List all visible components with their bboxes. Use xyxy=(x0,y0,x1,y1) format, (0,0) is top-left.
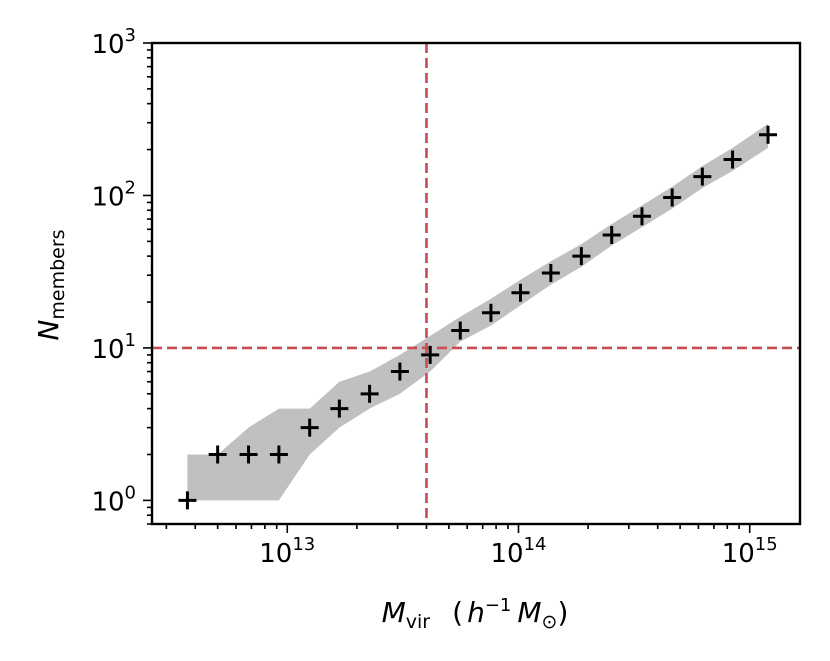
x-tick-label: 1015 xyxy=(722,534,778,569)
plus-marker xyxy=(300,418,319,437)
plus-marker xyxy=(632,207,651,226)
y-tick-label: 103 xyxy=(91,25,136,60)
plus-marker xyxy=(421,345,440,364)
scatter-band xyxy=(187,123,768,501)
plus-marker xyxy=(330,399,349,418)
y-tick-label: 102 xyxy=(91,177,136,212)
plus-marker xyxy=(759,125,778,144)
plus-marker xyxy=(511,283,530,302)
plus-marker xyxy=(208,445,227,464)
plus-marker xyxy=(693,167,712,186)
y-tick-label: 100 xyxy=(91,482,136,517)
plus-marker xyxy=(269,445,288,464)
plus-marker xyxy=(390,362,409,381)
plus-marker xyxy=(178,491,197,510)
y-axis-label: Nmembers xyxy=(32,229,69,340)
x-label-h: h xyxy=(467,596,485,629)
x-label-sun: ⊙ xyxy=(542,611,558,633)
y-tick-label: 101 xyxy=(91,330,136,365)
x-label-main: M xyxy=(382,596,406,629)
plus-marker xyxy=(360,384,379,403)
plus-marker xyxy=(602,226,621,245)
plus-marker xyxy=(451,321,470,340)
reference-lines xyxy=(152,43,800,524)
plus-marker xyxy=(239,445,258,464)
x-label-m: M xyxy=(517,596,541,629)
markers xyxy=(178,125,778,510)
y-label-main: N xyxy=(32,320,65,341)
x-label-sub: vir xyxy=(406,611,431,633)
x-label-paren-close: ) xyxy=(557,596,568,629)
plus-marker xyxy=(481,303,500,322)
plus-marker xyxy=(723,150,742,169)
x-label-exp: −1 xyxy=(485,595,512,616)
plus-marker xyxy=(541,264,560,283)
x-tick-label: 1014 xyxy=(490,534,546,569)
plot-frame xyxy=(150,41,802,526)
band-layer xyxy=(187,123,768,501)
plus-marker xyxy=(572,247,591,266)
ticks xyxy=(143,42,751,533)
x-axis-label: Mvir(h−1 M⊙) xyxy=(382,595,569,633)
y-label-sub: members xyxy=(47,229,69,319)
plus-marker xyxy=(663,188,682,207)
x-tick-label: 1013 xyxy=(259,534,315,569)
tick-labels: 1013 1014 1015 100 101 102 103 xyxy=(91,25,777,569)
x-label-paren-open: ( xyxy=(452,596,463,629)
